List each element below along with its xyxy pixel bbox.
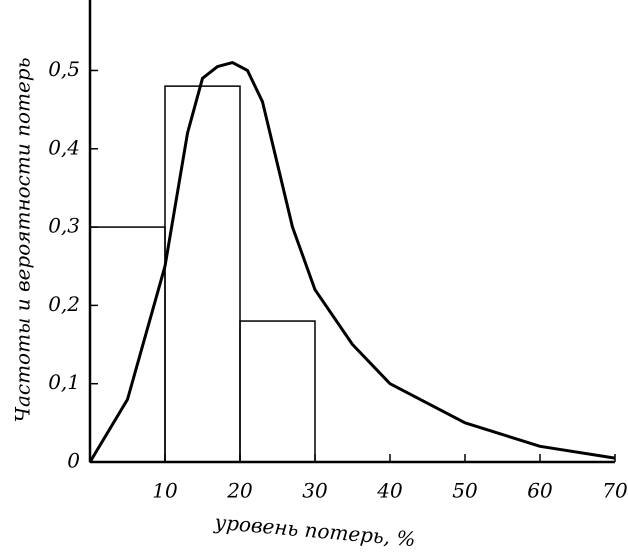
x-tick-label: 20 xyxy=(226,479,253,503)
y-tick-label: 0,4 xyxy=(48,135,80,159)
density-curve xyxy=(88,61,616,463)
y-tick-label: 0,5 xyxy=(48,57,80,81)
x-tick-label: 50 xyxy=(452,479,478,503)
histogram-bar xyxy=(164,85,241,463)
x-tick-label: 70 xyxy=(602,479,628,503)
x-tick-label: 10 xyxy=(152,479,178,503)
histogram-bar xyxy=(89,226,166,463)
y-tick-label: 0,2 xyxy=(48,292,80,316)
x-axis-label: уровень потерь, % xyxy=(213,510,417,552)
y-tick-label: 0,1 xyxy=(48,370,80,394)
y-axis-label: Частоты и вероятности потерь xyxy=(11,58,35,423)
x-tick-label: 60 xyxy=(527,479,553,503)
y-tick-label: 0,3 xyxy=(48,214,80,238)
x-tick-label: 40 xyxy=(376,479,403,503)
x-tick-label: 30 xyxy=(302,479,328,503)
histogram-bar xyxy=(239,320,316,463)
y-tick-label: 0 xyxy=(67,449,80,473)
